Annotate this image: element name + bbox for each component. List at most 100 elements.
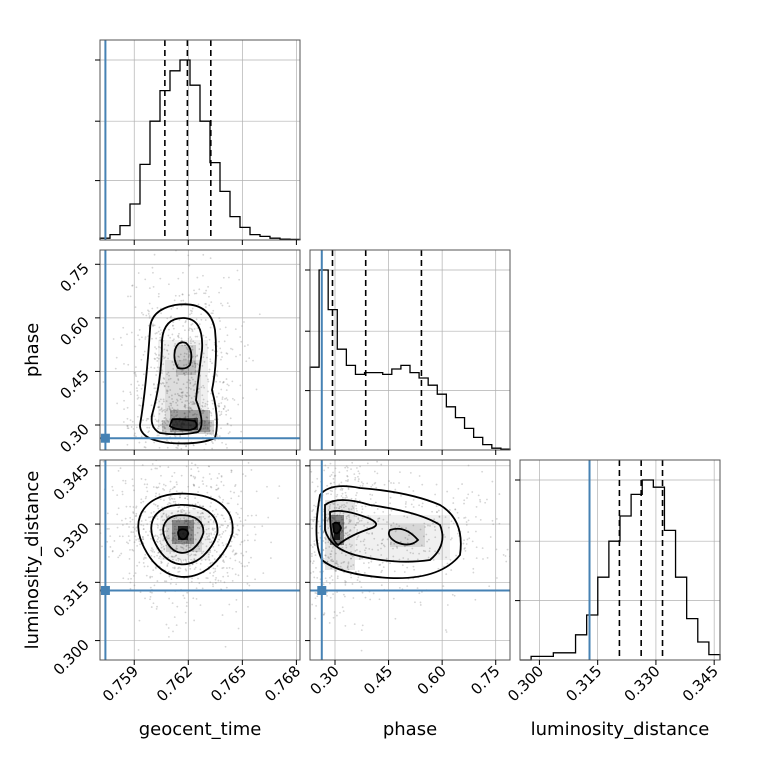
- scatter-point: [215, 508, 218, 511]
- scatter-point: [220, 388, 223, 391]
- scatter-point: [176, 411, 178, 413]
- scatter-point: [131, 518, 134, 521]
- scatter-point: [339, 488, 342, 491]
- scatter-point: [209, 425, 212, 428]
- scatter-point: [166, 516, 169, 519]
- scatter-point: [355, 515, 358, 518]
- scatter-point: [153, 535, 156, 538]
- scatter-point: [348, 514, 350, 517]
- scatter-point: [138, 619, 141, 622]
- scatter-point: [314, 490, 316, 493]
- scatter-point: [408, 534, 410, 537]
- scatter-point: [163, 385, 166, 388]
- scatter-point: [371, 548, 374, 551]
- scatter-point: [327, 541, 330, 544]
- scatter-point: [225, 413, 228, 416]
- scatter-point: [207, 422, 210, 425]
- scatter-point: [158, 482, 161, 485]
- scatter-point: [166, 503, 169, 506]
- scatter-point: [332, 616, 335, 619]
- scatter-point: [199, 562, 202, 565]
- scatter-point: [126, 425, 129, 427]
- scatter-point: [176, 605, 179, 608]
- scatter-point: [215, 488, 218, 491]
- scatter-point: [330, 560, 333, 563]
- contour-line: [150, 317, 204, 436]
- scatter-point: [167, 635, 170, 638]
- x-tick-label: 0.315: [562, 662, 605, 705]
- scatter-point: [148, 310, 150, 313]
- scatter-point: [283, 505, 285, 507]
- scatter-point: [101, 545, 103, 548]
- scatter-point: [156, 370, 158, 373]
- scatter-point: [428, 547, 431, 550]
- scatter-point: [213, 558, 216, 561]
- scatter-point: [212, 407, 215, 410]
- scatter-point: [419, 604, 422, 606]
- scatter-point: [208, 421, 211, 424]
- scatter-point: [355, 494, 357, 497]
- scatter-point: [185, 445, 188, 447]
- scatter-point: [250, 514, 253, 517]
- scatter-point: [181, 477, 183, 479]
- scatter-point: [361, 517, 364, 520]
- scatter-point: [171, 487, 174, 490]
- scatter-point: [247, 344, 249, 346]
- scatter-point: [132, 511, 135, 513]
- scatter-point: [216, 540, 219, 543]
- y-tick-label: 0.30: [56, 420, 92, 456]
- scatter-point: [120, 242, 122, 244]
- scatter-point: [402, 557, 405, 559]
- scatter-point: [135, 505, 138, 508]
- scatter-point: [368, 566, 370, 569]
- scatter-point: [358, 580, 361, 583]
- scatter-point: [212, 529, 215, 532]
- scatter-point: [209, 358, 212, 361]
- scatter-point: [209, 433, 212, 435]
- scatter-point: [173, 338, 175, 341]
- scatter-point: [328, 557, 330, 560]
- scatter-point: [159, 329, 162, 332]
- scatter-point: [190, 533, 193, 536]
- scatter-point: [203, 292, 205, 295]
- scatter-point: [192, 538, 195, 540]
- scatter-point: [202, 384, 205, 387]
- scatter-point: [151, 547, 153, 550]
- scatter-point: [234, 483, 237, 486]
- scatter-point: [475, 557, 478, 560]
- scatter-point: [130, 426, 133, 428]
- scatter-point: [339, 511, 342, 514]
- scatter-point: [211, 561, 214, 564]
- scatter-point: [475, 515, 477, 518]
- scatter-point: [504, 555, 507, 557]
- scatter-point: [168, 502, 171, 504]
- scatter-point: [552, 519, 554, 521]
- scatter-point: [209, 541, 211, 544]
- scatter-point: [122, 390, 125, 393]
- scatter-point: [378, 598, 381, 601]
- scatter-point: [222, 517, 225, 520]
- scatter-point: [175, 624, 178, 627]
- scatter-point: [323, 612, 326, 614]
- scatter-point: [125, 505, 128, 508]
- scatter-point: [225, 378, 228, 380]
- scatter-point: [210, 478, 213, 480]
- scatter-point: [375, 486, 378, 489]
- scatter-point: [236, 269, 239, 272]
- scatter-point: [180, 474, 183, 477]
- scatter-point: [168, 328, 170, 331]
- scatter-point: [355, 524, 357, 526]
- scatter-point: [214, 567, 217, 570]
- scatter-point: [330, 550, 333, 553]
- scatter-point: [207, 407, 210, 410]
- scatter-point: [512, 536, 514, 538]
- scatter-point: [174, 541, 177, 544]
- scatter-point: [135, 506, 138, 509]
- scatter-point: [442, 585, 445, 588]
- scatter-point: [198, 582, 201, 585]
- scatter-point: [345, 526, 348, 529]
- scatter-point: [156, 554, 159, 557]
- scatter-point: [224, 520, 227, 523]
- scatter-point: [362, 482, 365, 485]
- scatter-point: [220, 286, 222, 289]
